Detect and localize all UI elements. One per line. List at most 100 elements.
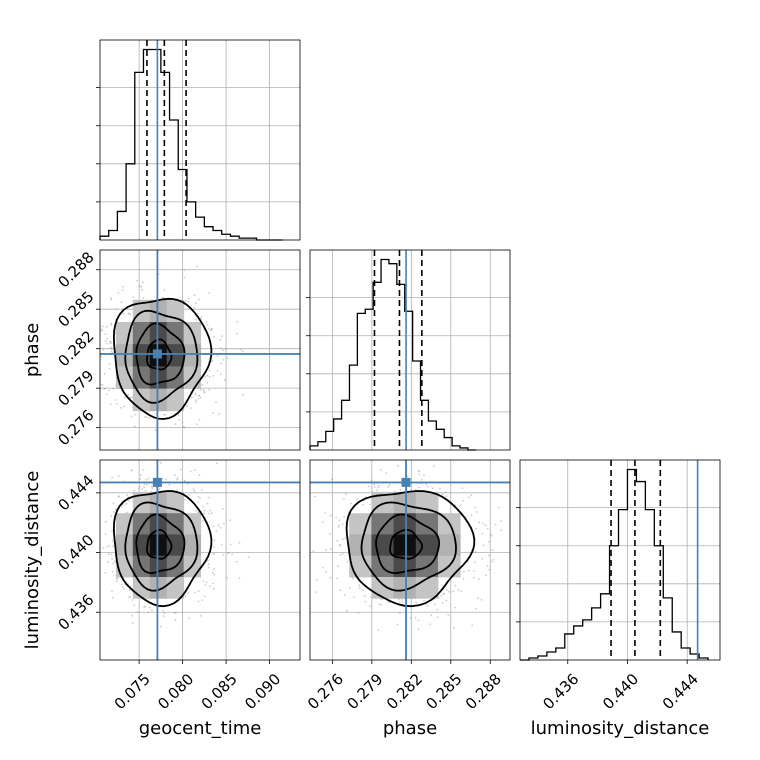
scatter-point [203,595,206,598]
scatter-point [445,495,448,497]
panel-content [305,456,510,660]
contour-level [345,490,476,608]
scatter-point [139,474,142,476]
scatter-point [194,394,197,396]
scatter-point [105,325,108,328]
scatter-point [201,599,204,601]
scatter-point [163,612,166,615]
scatter-point [133,425,136,428]
scatter-point [147,611,150,614]
scatter-point [200,489,203,491]
scatter-point [111,540,114,542]
density-cell [183,344,202,367]
scatter-point [429,623,432,626]
scatter-point [457,589,460,592]
scatter-point [482,522,484,525]
scatter-point [352,596,355,599]
scatter-point [175,612,177,614]
scatter-point [216,369,219,372]
scatter-point [242,350,244,352]
scatter-point [373,486,376,488]
scatter-point [305,518,307,520]
panel-content [100,250,300,450]
scatter-point [441,602,444,604]
scatter-point [488,541,490,543]
scatter-point [376,489,379,492]
scatter-point [418,470,421,473]
scatter-point [385,472,388,474]
scatter-point [204,584,207,586]
scatter-point [379,468,382,471]
scatter-point [134,413,136,416]
scatter-point [343,498,345,500]
scatter-point [329,533,331,535]
scatter-point [186,483,189,485]
scatter-point [187,592,189,595]
y-tick-label: 0.276 [54,406,97,449]
scatter-point [100,328,103,331]
scatter-point [363,595,366,597]
y-tick-label: 0.279 [54,367,97,410]
y-axis-label: phase [22,323,43,377]
scatter-point [213,539,216,542]
scatter-point [101,384,104,387]
scatter-point [110,322,112,325]
x-axis-label: phase [383,718,437,739]
scatter-point [426,604,429,607]
scatter-point [123,405,126,408]
scatter-point [188,297,190,300]
contour-level [389,528,424,560]
scatter-point [108,389,110,392]
scatter-point [163,413,165,416]
scatter-point [197,600,200,603]
scatter-point [128,312,131,315]
scatter-point [436,456,438,458]
x-axis-label: luminosity_distance [531,718,710,739]
scatter-point [108,341,111,344]
scatter-point [488,568,491,571]
density-cell [183,534,202,557]
panel-content [100,460,300,660]
y-tick-label: 0.282 [54,327,97,370]
scatter-point [478,578,480,581]
scatter-point [491,560,493,563]
scatter-point [197,397,200,400]
scatter-point [211,327,213,330]
scatter-point [314,495,316,498]
scatter-point [341,552,344,555]
scatter-point [350,502,352,505]
scatter-point [217,524,220,527]
scatter-point [329,576,332,579]
scatter-point [139,478,141,480]
scatter-point [220,362,223,365]
scatter-point [426,485,429,488]
scatter-point [467,569,470,572]
scatter-point [452,590,455,593]
scatter-point [477,597,479,599]
scatter-point [114,399,117,401]
scatter-point [188,617,190,620]
scatter-point [183,480,186,482]
scatter-point [494,523,497,526]
scatter-point [486,528,489,530]
scatter-point [148,416,151,419]
scatter-point [444,491,447,494]
scatter-point [117,291,120,294]
scatter-point [397,464,399,467]
scatter-point [110,348,113,350]
scatter-point [454,606,456,609]
scatter-point [197,501,199,504]
scatter-point [396,623,399,626]
scatter-point [341,523,344,525]
scatter-point [475,527,477,530]
scatter-point [218,413,221,415]
scatter-point [197,496,200,498]
scatter-point [189,470,192,473]
scatter-point [432,465,435,468]
scatter-point [242,393,245,396]
scatter-point [474,506,476,509]
scatter-point [193,294,196,297]
scatter-point [183,426,186,429]
density-cell [132,388,151,412]
scatter-point [433,603,436,605]
